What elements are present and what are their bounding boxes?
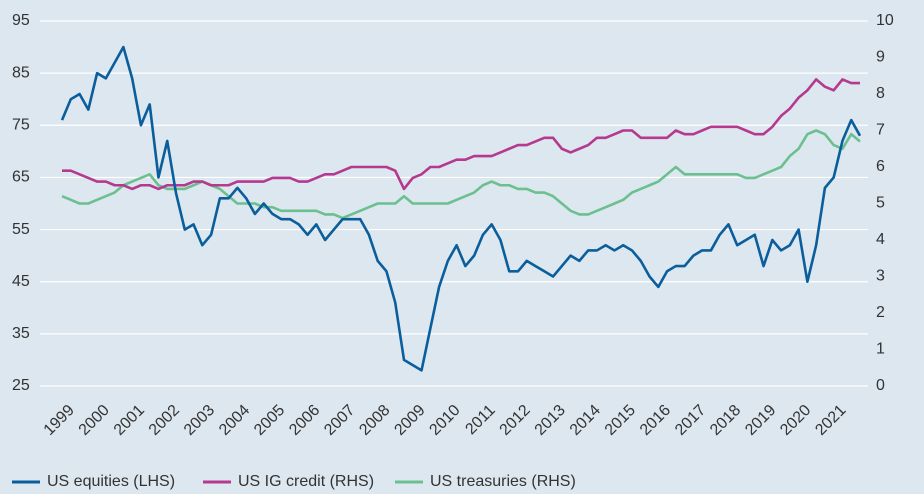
- series-line: [62, 78, 860, 191]
- x-tick-label: 2005: [251, 402, 288, 439]
- y2-tick-label: 3: [876, 268, 885, 285]
- x-tick-label: 2000: [76, 402, 113, 439]
- legend-label: US IG credit (RHS): [238, 473, 374, 490]
- x-tick-label: 2010: [426, 402, 463, 439]
- x-tick-label: 2019: [742, 402, 779, 439]
- x-tick-label: 2008: [356, 402, 393, 439]
- y2-tick-label: 5: [876, 195, 885, 212]
- y2-tick-label: 4: [876, 231, 885, 248]
- y2-tick-label: 7: [876, 122, 885, 139]
- y-tick-label: 85: [12, 64, 30, 81]
- y-tick-label: 75: [12, 117, 30, 134]
- y2-tick-label: 9: [876, 49, 885, 66]
- legend-label: US treasuries (RHS): [430, 473, 576, 490]
- y2-tick-label: 8: [876, 85, 885, 102]
- x-tick-label: 2017: [672, 402, 709, 439]
- legend-label: US equities (LHS): [47, 473, 175, 490]
- y-tick-label: 95: [12, 12, 30, 29]
- y-tick-label: 55: [12, 221, 30, 238]
- y-tick-label: 65: [12, 169, 30, 186]
- y2-tick-label: 10: [876, 12, 894, 29]
- y2-tick-label: 1: [876, 341, 885, 358]
- y-tick-label: 25: [12, 377, 30, 394]
- x-tick-label: 2011: [462, 402, 498, 438]
- x-tick-label: 2020: [777, 402, 814, 439]
- x-tick-label: 2007: [321, 402, 358, 439]
- x-tick-label: 2014: [567, 402, 604, 439]
- series-line: [60, 45, 862, 372]
- x-tick-label: 2015: [602, 402, 639, 439]
- x-tick-label: 2003: [181, 402, 218, 439]
- x-tick-label: 2012: [497, 402, 534, 439]
- y2-tick-label: 6: [876, 158, 885, 175]
- x-tick-label: 2002: [146, 402, 183, 439]
- x-tick-label: 2006: [286, 402, 323, 439]
- x-tick-label: 2004: [216, 402, 253, 439]
- y2-tick-label: 0: [876, 377, 885, 394]
- x-tick-label: 2018: [707, 402, 744, 439]
- x-tick-label: 2009: [391, 402, 428, 439]
- series-line: [61, 129, 861, 220]
- x-tick-label: 2001: [111, 402, 148, 439]
- x-tick-label: 1999: [41, 402, 78, 439]
- y2-tick-label: 2: [876, 304, 885, 321]
- x-tick-label: 2021: [812, 402, 849, 439]
- x-tick-label: 2013: [532, 402, 569, 439]
- y-tick-label: 45: [12, 273, 30, 290]
- x-tick-label: 2016: [637, 402, 674, 439]
- y-tick-label: 35: [12, 325, 30, 342]
